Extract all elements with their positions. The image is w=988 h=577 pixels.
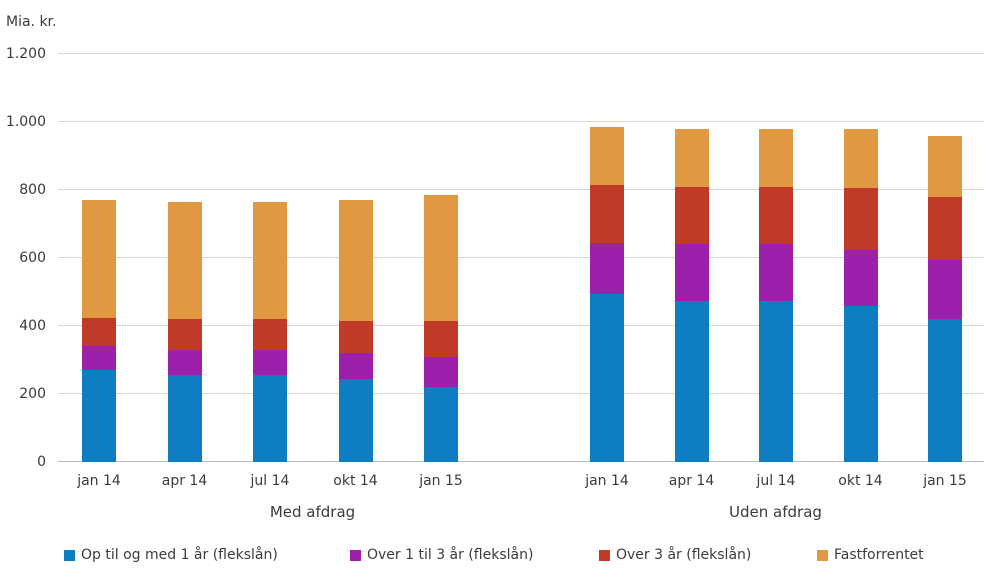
legend-swatch-icon	[817, 549, 828, 561]
bar-group-uden-afdrag: jan 14 apr 14 jul 14 okt 14 jan 15	[585, 54, 967, 489]
bar-segment	[843, 249, 878, 306]
bar-segment	[759, 244, 793, 301]
bar-segment	[253, 201, 287, 320]
bar-segment	[253, 375, 287, 462]
y-tick-label: 800	[19, 182, 46, 198]
bar-segment	[759, 300, 793, 462]
bar-segment	[759, 186, 793, 245]
bar-segment	[843, 188, 878, 250]
y-tick-label: 400	[19, 318, 46, 334]
bar-segment	[590, 184, 624, 243]
legend-item: Fastforrentet	[817, 547, 924, 563]
x-category-label: jan 14	[585, 473, 629, 489]
bar-segment	[674, 128, 709, 187]
legend-swatch-icon	[599, 549, 610, 561]
bar-segment	[674, 244, 709, 301]
legend-item: Op til og med 1 år (flekslån)	[64, 547, 278, 563]
bar-segment	[674, 300, 709, 462]
bar-segment	[590, 293, 624, 462]
bar-segment	[759, 128, 793, 187]
x-category-label: apr 14	[161, 473, 208, 489]
legend-swatch-icon	[350, 549, 361, 561]
bar-segment	[590, 127, 624, 185]
bar-segment	[82, 200, 116, 318]
y-tick-label: 1.000	[5, 114, 46, 130]
bar-segment	[338, 378, 373, 462]
legend-item: Over 3 år (flekslån)	[599, 547, 751, 563]
bar-segment	[82, 370, 116, 462]
stacked-bar: okt 14	[333, 54, 378, 489]
bar-segment	[82, 317, 116, 347]
bar-segment	[674, 186, 709, 245]
bar-segment	[167, 349, 202, 376]
legend-label: Over 3 år (flekslån)	[616, 547, 752, 563]
stacked-bar: jul 14	[251, 54, 289, 489]
bar-segment	[843, 305, 878, 462]
bar-segment	[253, 349, 287, 376]
stacked-bar: okt 14	[838, 54, 883, 489]
y-axis-unit-label: Mia. kr.	[6, 14, 57, 30]
legend-label: Fastforrentet	[834, 547, 924, 563]
legend-item: Over 1 til 3 år (flekslån)	[350, 547, 533, 563]
plot-area: jan 14 apr 14 jul 14 okt 14 jan 15 jan 14 apr …	[58, 53, 984, 489]
legend-label: Op til og med 1 år (flekslån)	[81, 547, 278, 563]
y-tick-label: 200	[19, 386, 46, 402]
bar-segment	[424, 387, 458, 462]
stacked-bar: apr 14	[669, 54, 714, 489]
chart-legend: Op til og med 1 år (flekslån) Over 1 til …	[0, 547, 988, 569]
bar-segment	[928, 259, 962, 320]
bar-segment	[82, 346, 116, 371]
gridline	[58, 325, 984, 327]
bar-segment	[338, 320, 373, 354]
group-label-med-afdrag: Med afdrag	[269, 503, 356, 521]
gridline	[58, 53, 984, 54]
y-tick-label: 0	[37, 454, 46, 470]
gridline	[58, 257, 984, 258]
x-category-label: jul 14	[250, 473, 290, 489]
bar-segment	[928, 196, 962, 260]
bar-segment	[424, 195, 458, 321]
gridline	[58, 121, 984, 122]
x-axis-line	[58, 461, 984, 462]
gridline	[58, 393, 984, 395]
stacked-bar: jan 15	[419, 54, 463, 489]
gridline	[58, 189, 984, 191]
bar-segment	[590, 242, 624, 294]
bar-segment	[167, 375, 202, 462]
bar-segment	[167, 201, 202, 320]
x-category-label: jul 14	[756, 473, 796, 489]
x-category-label: okt 14	[333, 473, 378, 489]
bar-segment	[843, 128, 878, 189]
group-label-uden-afdrag: Uden afdrag	[729, 503, 822, 521]
y-axis: 0 200 400 600 800 1.000 1.200	[0, 47, 46, 469]
stacked-bar: jan 14	[77, 54, 121, 489]
x-category-label: okt 14	[838, 473, 883, 489]
stacked-bar: jan 14	[585, 54, 629, 489]
stacked-bar: apr 14	[162, 54, 207, 489]
x-category-label: jan 15	[923, 473, 967, 489]
stacked-bar: jul 14	[757, 54, 795, 489]
bar-group-med-afdrag: jan 14 apr 14 jul 14 okt 14 jan 15	[77, 54, 463, 489]
x-category-label: apr 14	[668, 473, 715, 489]
bar-segment	[253, 319, 287, 350]
x-category-label: jan 15	[419, 473, 463, 489]
legend-swatch-icon	[64, 549, 75, 561]
bar-segment	[167, 319, 202, 350]
bar-segment	[928, 135, 962, 197]
legend-label: Over 1 til 3 år (flekslån)	[367, 547, 534, 563]
bar-segment	[338, 200, 373, 321]
bar-segment	[424, 320, 458, 357]
bar-segment	[424, 356, 458, 388]
y-tick-label: 1.200	[5, 46, 46, 62]
x-category-label: jan 14	[77, 473, 121, 489]
y-tick-label: 600	[19, 250, 46, 266]
bar-segment	[928, 319, 962, 462]
bar-segment	[338, 353, 373, 379]
stacked-bar: jan 15	[923, 54, 967, 489]
